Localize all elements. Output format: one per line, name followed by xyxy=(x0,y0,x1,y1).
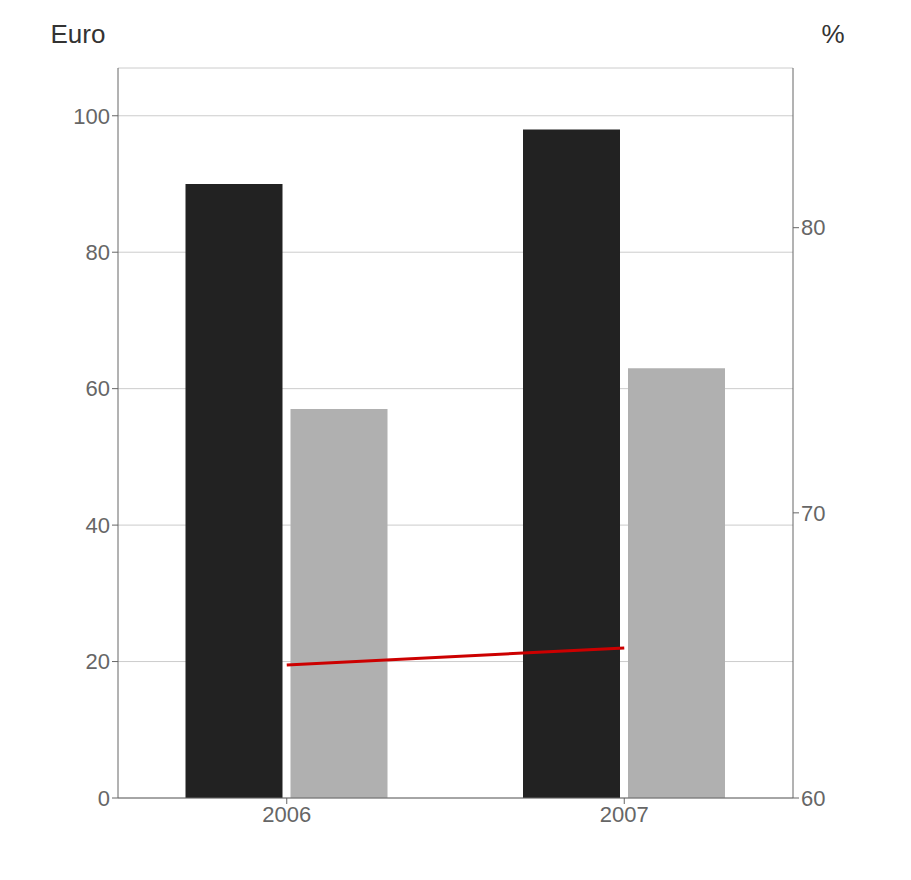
svg-text:0: 0 xyxy=(98,786,110,811)
svg-text:70: 70 xyxy=(801,501,825,526)
svg-text:40: 40 xyxy=(86,513,110,538)
svg-text:100: 100 xyxy=(73,104,110,129)
svg-text:20: 20 xyxy=(86,649,110,674)
svg-text:2007: 2007 xyxy=(600,802,649,827)
svg-text:%: % xyxy=(821,19,844,49)
svg-text:2006: 2006 xyxy=(262,802,311,827)
svg-text:80: 80 xyxy=(801,215,825,240)
svg-text:80: 80 xyxy=(86,240,110,265)
svg-text:60: 60 xyxy=(86,376,110,401)
svg-text:60: 60 xyxy=(801,786,825,811)
svg-text:Euro: Euro xyxy=(51,19,106,49)
